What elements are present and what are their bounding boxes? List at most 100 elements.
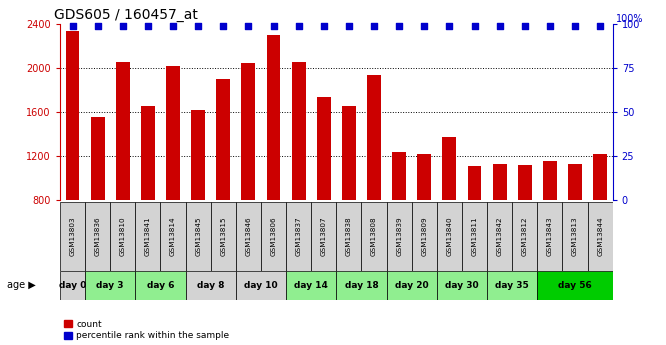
FancyBboxPatch shape xyxy=(487,271,537,300)
Text: day 56: day 56 xyxy=(558,281,592,290)
Bar xyxy=(518,165,531,200)
Bar xyxy=(342,106,356,200)
FancyBboxPatch shape xyxy=(587,202,613,271)
Text: GSM13814: GSM13814 xyxy=(170,217,176,256)
Text: day 3: day 3 xyxy=(97,281,124,290)
FancyBboxPatch shape xyxy=(437,271,487,300)
FancyBboxPatch shape xyxy=(186,202,210,271)
Bar xyxy=(65,31,79,200)
Text: GSM13840: GSM13840 xyxy=(446,217,452,256)
Point xyxy=(243,23,254,29)
FancyBboxPatch shape xyxy=(362,202,386,271)
Text: GDS605 / 160457_at: GDS605 / 160457_at xyxy=(55,8,198,22)
Text: GSM13810: GSM13810 xyxy=(120,217,126,256)
Text: GSM13837: GSM13837 xyxy=(296,217,302,256)
Point xyxy=(318,23,329,29)
Text: GSM13842: GSM13842 xyxy=(497,217,503,256)
Bar xyxy=(141,106,155,200)
FancyBboxPatch shape xyxy=(386,271,437,300)
FancyBboxPatch shape xyxy=(537,202,563,271)
Text: day 8: day 8 xyxy=(197,281,224,290)
Bar xyxy=(442,137,456,200)
Bar xyxy=(593,154,607,200)
Point xyxy=(117,23,128,29)
Point xyxy=(545,23,555,29)
Bar xyxy=(543,161,557,200)
Text: age ▶: age ▶ xyxy=(7,280,35,290)
FancyBboxPatch shape xyxy=(286,202,311,271)
FancyBboxPatch shape xyxy=(110,202,135,271)
FancyBboxPatch shape xyxy=(236,271,286,300)
FancyBboxPatch shape xyxy=(210,202,236,271)
FancyBboxPatch shape xyxy=(286,271,336,300)
FancyBboxPatch shape xyxy=(135,202,161,271)
Point xyxy=(469,23,480,29)
Point xyxy=(419,23,430,29)
Text: day 20: day 20 xyxy=(395,281,428,290)
FancyBboxPatch shape xyxy=(412,202,437,271)
FancyBboxPatch shape xyxy=(311,202,336,271)
Point xyxy=(595,23,605,29)
Point xyxy=(394,23,404,29)
Text: GSM13815: GSM13815 xyxy=(220,217,226,256)
FancyBboxPatch shape xyxy=(85,202,110,271)
Bar xyxy=(191,110,205,200)
Bar xyxy=(468,166,482,200)
Point xyxy=(93,23,103,29)
Text: day 10: day 10 xyxy=(244,281,278,290)
FancyBboxPatch shape xyxy=(161,202,186,271)
Text: GSM13843: GSM13843 xyxy=(547,217,553,256)
Point xyxy=(494,23,505,29)
Point xyxy=(369,23,380,29)
Text: GSM13844: GSM13844 xyxy=(597,217,603,256)
Point xyxy=(168,23,178,29)
Bar xyxy=(418,154,431,200)
Bar xyxy=(493,164,507,200)
Text: GSM13809: GSM13809 xyxy=(422,217,428,256)
FancyBboxPatch shape xyxy=(437,202,462,271)
Bar xyxy=(292,61,306,200)
Text: GSM13806: GSM13806 xyxy=(270,217,276,256)
Text: GSM13845: GSM13845 xyxy=(195,217,201,256)
Bar xyxy=(367,75,381,200)
Text: day 0: day 0 xyxy=(59,281,86,290)
Text: GSM13803: GSM13803 xyxy=(69,217,75,256)
FancyBboxPatch shape xyxy=(135,271,186,300)
FancyBboxPatch shape xyxy=(236,202,261,271)
Point xyxy=(569,23,580,29)
FancyBboxPatch shape xyxy=(60,271,85,300)
Text: GSM13807: GSM13807 xyxy=(321,217,327,256)
Bar xyxy=(166,66,180,200)
FancyBboxPatch shape xyxy=(487,202,512,271)
Text: day 14: day 14 xyxy=(294,281,328,290)
Text: GSM13838: GSM13838 xyxy=(346,217,352,256)
FancyBboxPatch shape xyxy=(512,202,537,271)
Bar xyxy=(317,97,331,200)
Point xyxy=(293,23,304,29)
Point xyxy=(193,23,204,29)
FancyBboxPatch shape xyxy=(186,271,236,300)
Bar xyxy=(392,152,406,200)
Bar xyxy=(266,35,280,200)
FancyBboxPatch shape xyxy=(537,271,613,300)
FancyBboxPatch shape xyxy=(261,202,286,271)
Text: GSM13813: GSM13813 xyxy=(572,217,578,256)
Text: day 30: day 30 xyxy=(445,281,479,290)
Point xyxy=(67,23,78,29)
Point xyxy=(444,23,455,29)
Text: GSM13836: GSM13836 xyxy=(95,217,101,256)
FancyBboxPatch shape xyxy=(336,271,386,300)
FancyBboxPatch shape xyxy=(386,202,412,271)
Text: GSM13808: GSM13808 xyxy=(371,217,377,256)
Bar xyxy=(568,164,582,200)
Legend: count, percentile rank within the sample: count, percentile rank within the sample xyxy=(65,320,229,341)
Point xyxy=(143,23,153,29)
Bar xyxy=(216,79,230,200)
Point xyxy=(519,23,530,29)
FancyBboxPatch shape xyxy=(336,202,362,271)
Point xyxy=(268,23,279,29)
Bar xyxy=(242,63,255,200)
Point xyxy=(344,23,354,29)
Bar xyxy=(116,61,130,200)
Text: GSM13811: GSM13811 xyxy=(472,217,478,256)
